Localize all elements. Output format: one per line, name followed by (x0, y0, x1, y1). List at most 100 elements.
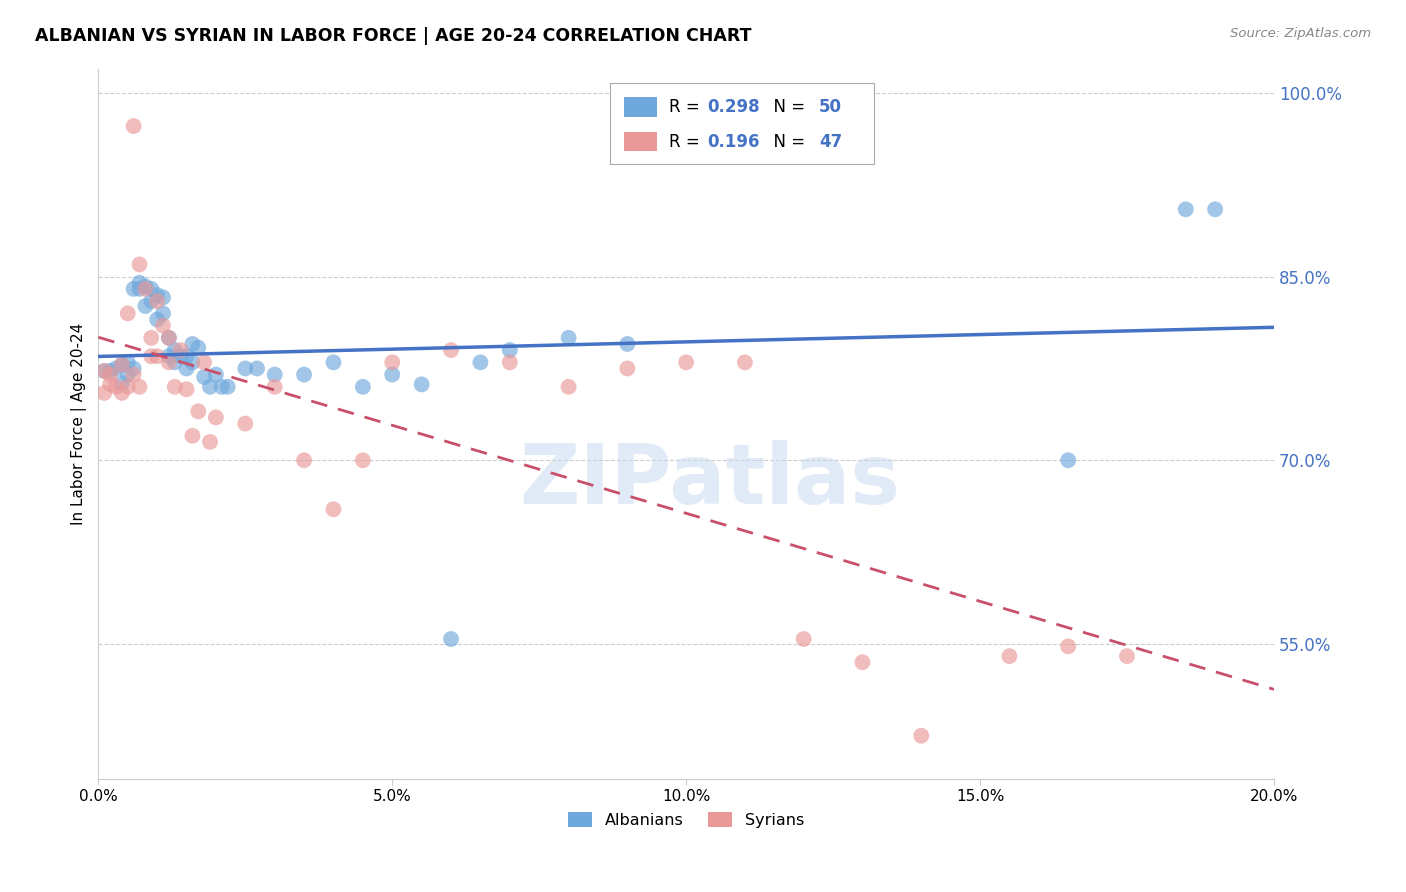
Point (98, 368, 121, 382)
Point (117, 368, 139, 382)
Point (233, 417, 256, 431)
Point (134, 279, 156, 293)
Point (734, 355, 756, 369)
Point (141, 282, 163, 296)
Point (176, 361, 198, 376)
Point (169, 349, 191, 363)
Point (146, 312, 169, 326)
Text: 0.196: 0.196 (707, 133, 759, 151)
Point (104, 361, 127, 376)
Point (217, 380, 239, 394)
Text: R =: R = (668, 133, 704, 151)
Point (499, 343, 522, 357)
Point (187, 404, 209, 418)
Point (557, 331, 579, 345)
Point (1204, 202, 1226, 217)
Point (910, 729, 932, 743)
Point (998, 649, 1021, 664)
Text: N =: N = (762, 133, 810, 151)
Point (122, 282, 145, 296)
Point (152, 290, 174, 304)
Point (111, 358, 134, 372)
Point (93, 386, 115, 401)
Point (93, 364, 115, 378)
Point (1057, 640, 1080, 654)
Point (169, 343, 191, 357)
Point (176, 349, 198, 363)
Text: 50: 50 (818, 98, 842, 116)
Point (181, 429, 204, 443)
Point (146, 288, 169, 302)
Point (381, 368, 404, 382)
Point (117, 355, 139, 369)
Text: 47: 47 (818, 133, 842, 151)
Point (352, 453, 374, 467)
Point (128, 257, 150, 271)
Point (616, 361, 638, 376)
Point (111, 386, 134, 401)
Point (1174, 202, 1197, 217)
Point (233, 361, 256, 376)
Point (193, 370, 215, 384)
Point (163, 380, 186, 394)
Point (128, 282, 150, 296)
Point (1116, 649, 1139, 664)
Point (141, 349, 163, 363)
Point (152, 306, 174, 320)
Point (93, 364, 115, 378)
Point (163, 355, 186, 369)
Point (181, 355, 204, 369)
Point (122, 119, 145, 133)
Text: ZIPatlas: ZIPatlas (519, 440, 900, 521)
Point (211, 380, 233, 394)
Point (152, 318, 174, 333)
Point (163, 343, 186, 357)
Point (263, 368, 285, 382)
Point (793, 632, 815, 646)
Point (557, 380, 579, 394)
Point (470, 355, 492, 369)
Text: N =: N = (762, 98, 810, 116)
Point (98, 377, 121, 392)
Point (141, 294, 163, 309)
Point (122, 361, 145, 376)
Point (157, 331, 180, 345)
Point (128, 380, 150, 394)
Point (440, 632, 463, 646)
Point (411, 377, 433, 392)
Point (246, 361, 269, 376)
Point (146, 349, 169, 363)
Point (98, 364, 121, 378)
Point (616, 337, 638, 351)
Point (205, 410, 228, 425)
Point (198, 380, 221, 394)
Point (134, 299, 156, 313)
Point (181, 337, 204, 351)
Point (1057, 453, 1080, 467)
FancyBboxPatch shape (610, 83, 875, 164)
Point (128, 276, 150, 290)
Text: R =: R = (668, 98, 704, 116)
Text: 0.298: 0.298 (707, 98, 759, 116)
Point (176, 382, 198, 396)
Bar (624, 132, 657, 152)
Point (352, 380, 374, 394)
Point (111, 376, 134, 391)
Point (187, 341, 209, 355)
Point (381, 355, 404, 369)
Text: ALBANIAN VS SYRIAN IN LABOR FORCE | AGE 20-24 CORRELATION CHART: ALBANIAN VS SYRIAN IN LABOR FORCE | AGE … (35, 27, 752, 45)
Point (292, 368, 315, 382)
Point (111, 358, 134, 372)
Point (198, 434, 221, 449)
Point (141, 331, 163, 345)
Point (104, 380, 127, 394)
Point (117, 380, 139, 394)
Point (122, 368, 145, 382)
Point (157, 355, 180, 369)
Point (440, 343, 463, 357)
Point (675, 355, 697, 369)
Point (146, 294, 169, 309)
Point (157, 331, 180, 345)
Point (499, 355, 522, 369)
Y-axis label: In Labor Force | Age 20-24: In Labor Force | Age 20-24 (72, 322, 87, 524)
